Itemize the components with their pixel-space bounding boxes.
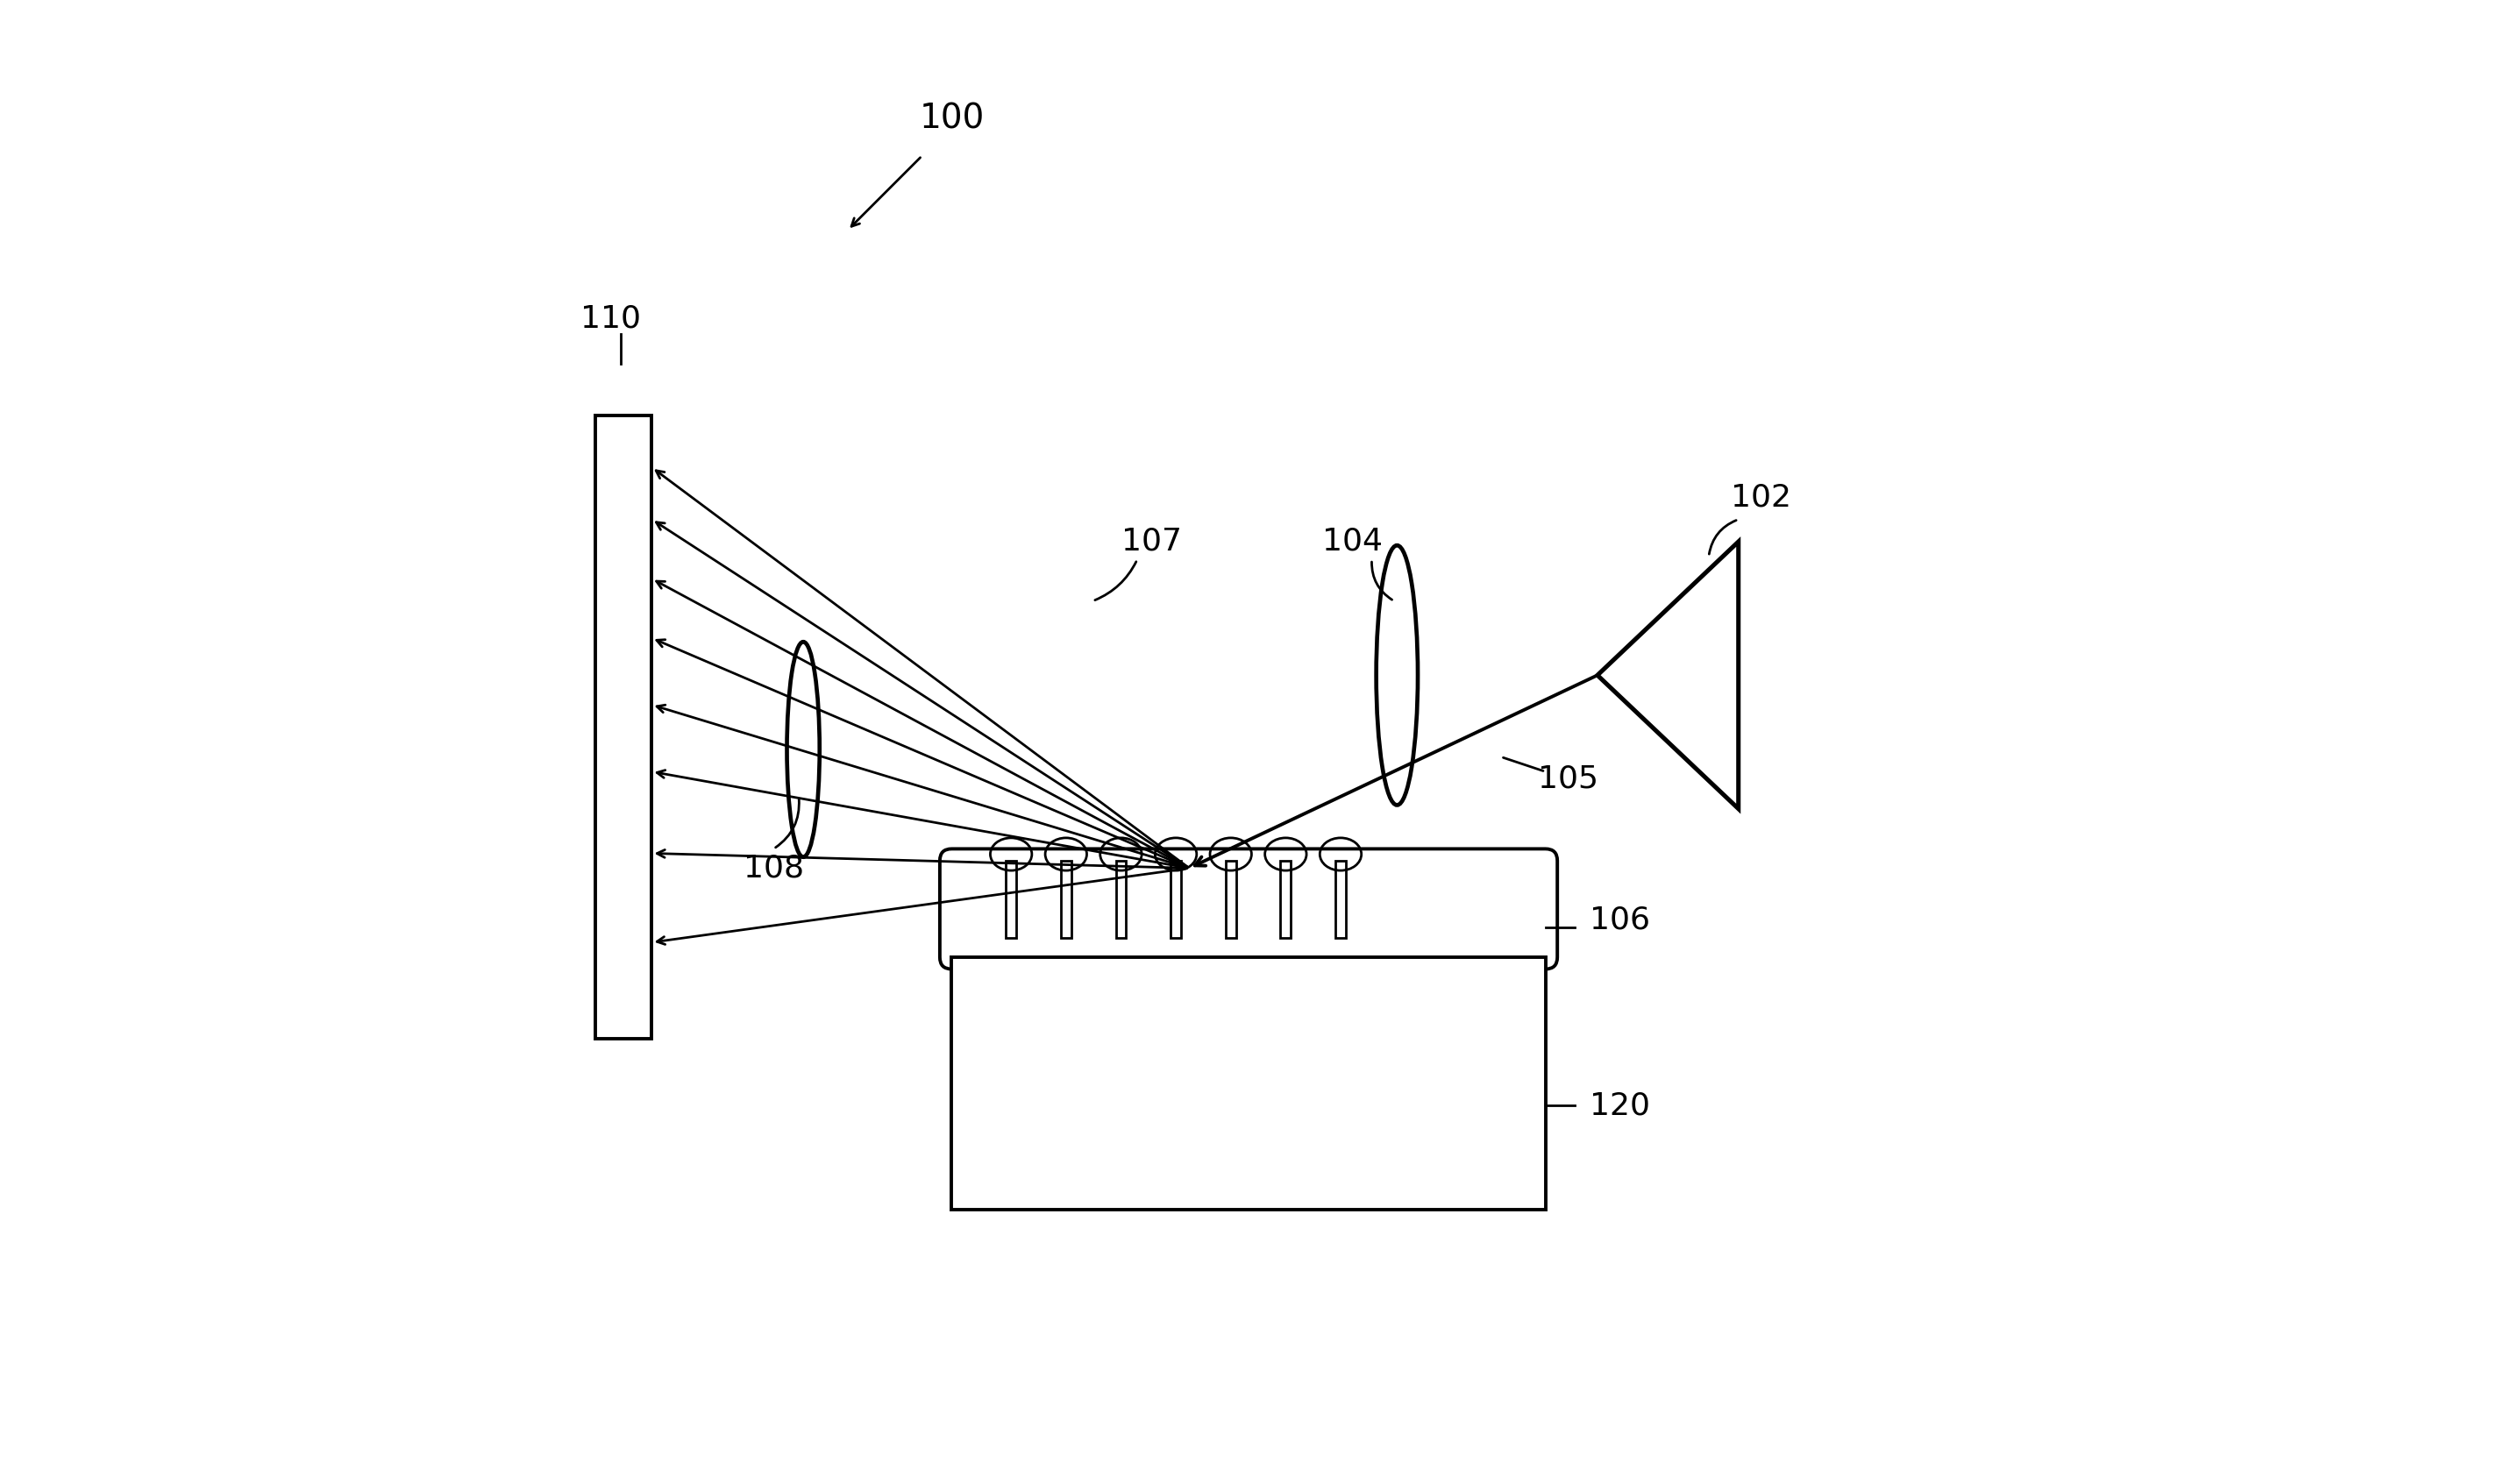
Bar (1336, 861, 1346, 938)
Text: 120: 120 (1590, 1091, 1650, 1120)
FancyBboxPatch shape (939, 849, 1557, 969)
Bar (1060, 861, 1070, 938)
Text: 100: 100 (919, 102, 985, 135)
Text: 106: 106 (1590, 905, 1650, 935)
Bar (1281, 861, 1291, 938)
Bar (952, 957, 1545, 1209)
Text: 108: 108 (744, 853, 804, 883)
Bar (1005, 861, 1017, 938)
Bar (1115, 861, 1125, 938)
Bar (595, 416, 651, 1039)
Text: 102: 102 (1731, 482, 1791, 512)
Text: 104: 104 (1321, 527, 1382, 556)
Bar (1171, 861, 1181, 938)
Bar (1226, 861, 1236, 938)
Text: 105: 105 (1537, 764, 1598, 794)
Text: 110: 110 (580, 304, 641, 334)
Text: 107: 107 (1123, 527, 1183, 556)
